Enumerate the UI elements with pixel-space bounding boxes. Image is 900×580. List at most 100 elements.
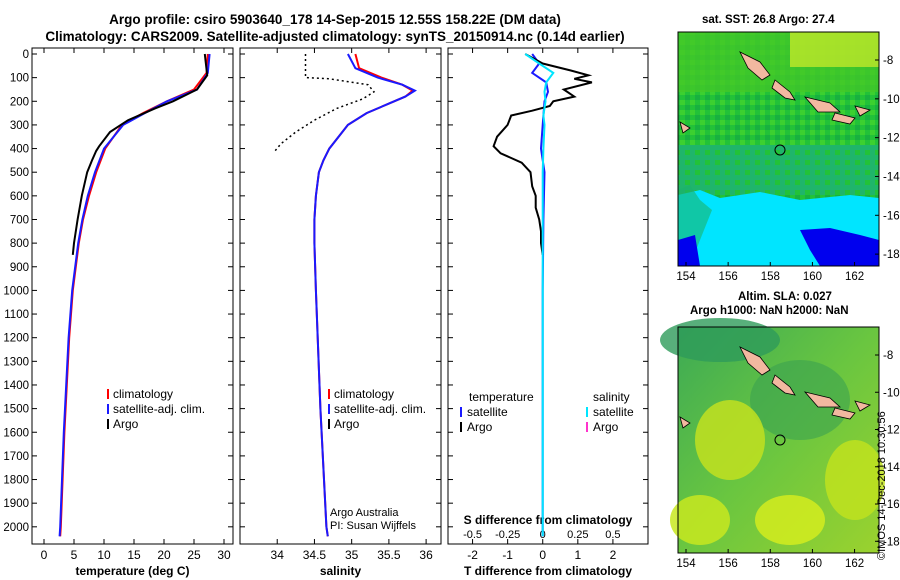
y-tick-label: 1500 <box>3 404 29 416</box>
x-tick-label: 0 <box>41 548 48 562</box>
top-x-tick-label: -0.25 <box>495 529 520 541</box>
series-line-s-satellite <box>524 53 555 537</box>
x-tick-label: 1 <box>574 548 581 562</box>
salinity-panel-frame <box>239 47 442 545</box>
x-tick-label: 34 <box>271 548 285 562</box>
map-y-tick-label: -8 <box>883 350 893 362</box>
legend-title: salinity <box>593 390 630 404</box>
y-tick-label: 1000 <box>3 285 29 297</box>
top-x-axis-label: S difference from climatology <box>464 513 633 527</box>
series-line-climatology <box>59 53 209 537</box>
difference-panel-frame <box>447 47 649 545</box>
series-line-climatology <box>313 53 415 537</box>
legend-label: Argo <box>467 420 493 434</box>
x-tick-label: 35 <box>345 548 359 562</box>
series-line-satellite-adj-clim- <box>58 53 211 537</box>
y-tick-label: 1900 <box>3 498 29 510</box>
x-tick-label: 5 <box>71 548 78 562</box>
y-tick-label: 1300 <box>3 356 29 368</box>
map-y-tick-label: -8 <box>883 55 893 67</box>
series-line-t-satellite <box>530 53 550 537</box>
y-tick-label: 1600 <box>3 427 29 439</box>
top-x-tick-label: -0.5 <box>463 529 482 541</box>
sla-map <box>660 318 885 554</box>
legend-label: climatology <box>113 387 173 401</box>
y-tick-label: 100 <box>10 73 29 85</box>
y-tick-label: 200 <box>10 96 29 108</box>
y-tick-label: 1100 <box>4 309 29 321</box>
legend-label: satellite <box>467 405 508 419</box>
map-y-tick-label: -12 <box>883 425 900 437</box>
top-x-tick-label: 0.5 <box>605 529 620 541</box>
imos-timestamp: ©IMOS 14-Dec-2018 10:30:56 <box>876 411 888 560</box>
y-tick-label: 1700 <box>3 451 29 463</box>
sst-map-title: sat. SST: 26.8 Argo: 27.4 <box>702 14 835 26</box>
map-x-tick-label: 160 <box>803 271 822 283</box>
x-tick-label: 0 <box>539 548 546 562</box>
x-tick-label: 34.5 <box>303 548 327 562</box>
map-x-tick-label: 156 <box>719 558 738 570</box>
sst-map <box>677 31 880 267</box>
y-tick-label: 600 <box>10 191 29 203</box>
top-x-tick-label: 0.25 <box>567 529 588 541</box>
x-axis-label: T difference from climatology <box>464 564 632 578</box>
y-tick-label: 300 <box>10 120 29 132</box>
chart-title-line1: Argo profile: csiro 5903640_178 14-Sep-2… <box>109 12 561 27</box>
x-tick-label: -1 <box>502 548 513 562</box>
x-tick-label: 25 <box>187 548 201 562</box>
y-tick-label: 700 <box>10 214 29 226</box>
y-tick-label: 500 <box>10 167 29 179</box>
map-y-tick-label: -18 <box>883 536 900 548</box>
map-x-tick-label: 162 <box>845 271 864 283</box>
y-tick-label: 1400 <box>3 380 29 392</box>
map-y-tick-label: -18 <box>883 249 900 261</box>
map-y-tick-label: -12 <box>883 133 900 145</box>
y-tick-label: 1800 <box>3 475 29 487</box>
x-tick-label: 2 <box>610 548 617 562</box>
map-y-tick-label: -14 <box>883 171 900 183</box>
map-x-tick-label: 158 <box>761 271 780 283</box>
map-x-tick-label: 160 <box>803 558 822 570</box>
x-tick-label: 35.5 <box>377 548 401 562</box>
temperature-panel-frame <box>31 47 234 545</box>
y-tick-label: 400 <box>10 144 29 156</box>
x-tick-label: 20 <box>157 548 171 562</box>
legend-label: satellite <box>593 405 634 419</box>
x-tick-label: 15 <box>127 548 141 562</box>
series-line-argo <box>71 53 209 256</box>
legend-title: temperature <box>469 390 534 404</box>
x-axis-label: temperature (deg C) <box>75 564 189 578</box>
map-y-tick-label: -10 <box>883 387 900 399</box>
series-line-argo-dotted- <box>274 54 376 152</box>
map-x-tick-label: 158 <box>761 558 780 570</box>
series-line-satellite-adj-clim- <box>313 53 417 537</box>
map-y-tick-label: -16 <box>883 499 900 511</box>
y-tick-label: 800 <box>10 238 29 250</box>
map-y-tick-label: -10 <box>883 94 900 106</box>
sla-map-title: Altim. SLA: 0.027 <box>738 291 832 303</box>
x-tick-label: 30 <box>217 548 231 562</box>
x-tick-label: 36 <box>419 548 433 562</box>
map-y-tick-label: -16 <box>883 210 900 222</box>
x-axis-label: salinity <box>320 564 362 578</box>
chart-title-line2: Climatology: CARS2009. Satellite-adjuste… <box>45 29 625 44</box>
map-x-tick-label: 154 <box>676 558 696 570</box>
legend-label: climatology <box>334 387 394 401</box>
map-y-tick-label: -14 <box>883 462 900 474</box>
x-tick-label: 10 <box>97 548 111 562</box>
y-tick-label: 900 <box>10 262 29 274</box>
legend-label: Argo <box>113 417 139 431</box>
legend-label: satellite-adj. clim. <box>113 402 205 416</box>
map-x-tick-label: 156 <box>719 271 738 283</box>
y-tick-label: 2000 <box>3 522 29 534</box>
x-tick-label: -2 <box>467 548 478 562</box>
legend-label: satellite-adj. clim. <box>334 402 426 416</box>
y-tick-label: 0 <box>23 49 29 61</box>
y-tick-label: 1200 <box>3 333 29 345</box>
legend-label: Argo <box>593 420 619 434</box>
map-x-tick-label: 154 <box>676 271 696 283</box>
annotation-text: Argo Australia <box>330 507 399 519</box>
annotation-text: PI: Susan Wijffels <box>330 520 416 532</box>
series-line-t-argo <box>492 53 593 256</box>
